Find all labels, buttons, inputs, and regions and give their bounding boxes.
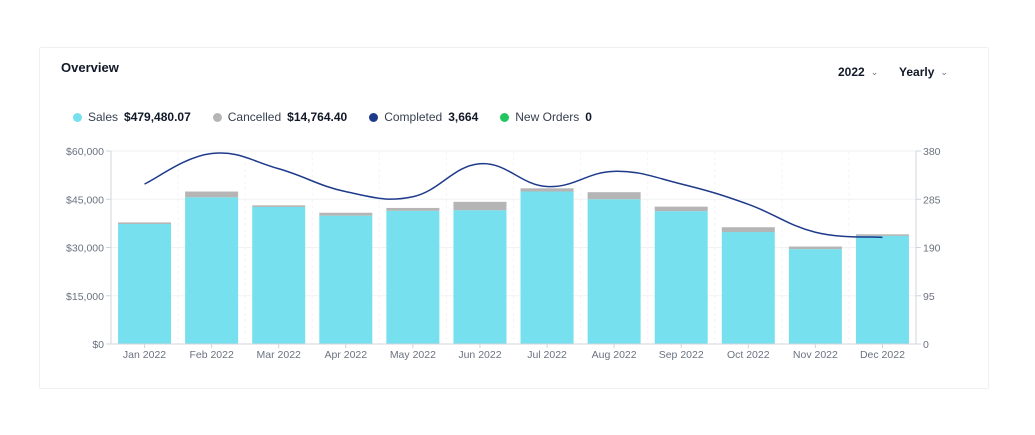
y-left-tick-label: $30,000 [66,243,104,255]
bar-cancelled [252,205,306,207]
bar-cancelled [185,191,239,198]
y-right-tick-label: 285 [923,194,941,206]
bar-cancelled [587,192,641,200]
x-tick-label: Jan 2022 [123,349,166,361]
bar-cancelled [319,212,373,216]
legend-label: Cancelled [227,110,282,124]
x-tick-label: Apr 2022 [324,349,367,361]
bar-cancelled [520,188,574,192]
bar-sales [185,197,239,344]
chart-legend: Sales $479,480.07 Cancelled $14,764.40 C… [73,110,614,124]
legend-item-new-orders[interactable]: New Orders 0 [500,110,592,124]
legend-label: New Orders [515,110,580,124]
legend-value: $479,480.07 [124,110,191,124]
y-left-tick-label: $45,000 [66,194,104,206]
x-tick-label: Feb 2022 [189,349,234,361]
chevron-down-icon: ⌄ [870,66,879,77]
bar-cancelled [118,222,172,225]
bar-cancelled [721,227,775,233]
line-completed [144,152,883,239]
x-tick-label: May 2022 [390,349,436,361]
y-left-tick-label: $60,000 [66,146,104,158]
y-left-tick-label: $15,000 [66,291,104,303]
bar-sales [118,224,172,344]
bar-sales [788,249,842,344]
chevron-down-icon: ⌄ [940,66,948,77]
bar-sales [520,191,574,344]
bar-sales [721,232,775,344]
legend-label: Completed [384,110,443,124]
legend-label: Sales [88,110,119,124]
x-tick-label: Nov 2022 [793,349,838,361]
legend-dot-cancelled [212,112,222,122]
x-tick-label: Oct 2022 [727,349,770,361]
bar-sales [587,199,641,344]
x-tick-label: Dec 2022 [860,349,905,361]
period-dropdown-label: Yearly [899,65,935,79]
bar-sales [453,210,507,344]
card-title: Overview [61,60,119,75]
x-tick-label: Jul 2022 [527,349,567,361]
bar-sales [252,206,306,344]
bar-sales [386,210,440,344]
legend-value: 3,664 [448,110,479,124]
legend-item-sales[interactable]: Sales $479,480.07 [73,110,191,124]
legend-dot-completed [369,112,379,122]
legend-dot-new-orders [500,112,510,122]
bar-sales [855,235,909,344]
bar-sales [654,211,708,344]
bar-cancelled [386,207,440,211]
x-tick-label: Sep 2022 [659,349,704,361]
y-right-tick-label: 0 [923,339,929,351]
period-dropdown[interactable]: Yearly ⌄ [899,65,948,79]
bar-cancelled [855,234,909,236]
year-dropdown-label: 2022 [838,65,865,79]
y-left-tick-label: $0 [92,339,104,351]
bar-cancelled [654,206,708,212]
year-dropdown[interactable]: 2022 ⌄ [838,65,878,79]
y-right-tick-label: 380 [923,146,941,158]
y-right-tick-label: 95 [923,291,935,303]
bar-cancelled [453,201,507,211]
x-tick-label: Aug 2022 [592,349,637,361]
y-right-tick-label: 190 [923,243,941,255]
legend-item-cancelled[interactable]: Cancelled $14,764.40 [212,110,348,124]
bar-sales [319,215,373,344]
legend-item-completed[interactable]: Completed 3,664 [369,110,478,124]
legend-dot-sales [73,112,82,122]
bar-cancelled [788,246,842,250]
legend-value: 0 [585,110,592,124]
x-tick-label: Mar 2022 [257,349,302,361]
legend-value: $14,764.40 [287,110,348,124]
x-tick-label: Jun 2022 [458,349,501,361]
